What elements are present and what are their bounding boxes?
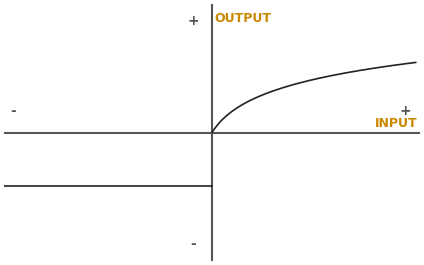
Text: OUTPUT: OUTPUT: [214, 12, 271, 25]
Text: INPUT: INPUT: [375, 117, 418, 130]
Text: +: +: [187, 14, 199, 28]
Text: -: -: [190, 237, 196, 251]
Text: -: -: [11, 104, 16, 118]
Text: +: +: [399, 104, 411, 118]
